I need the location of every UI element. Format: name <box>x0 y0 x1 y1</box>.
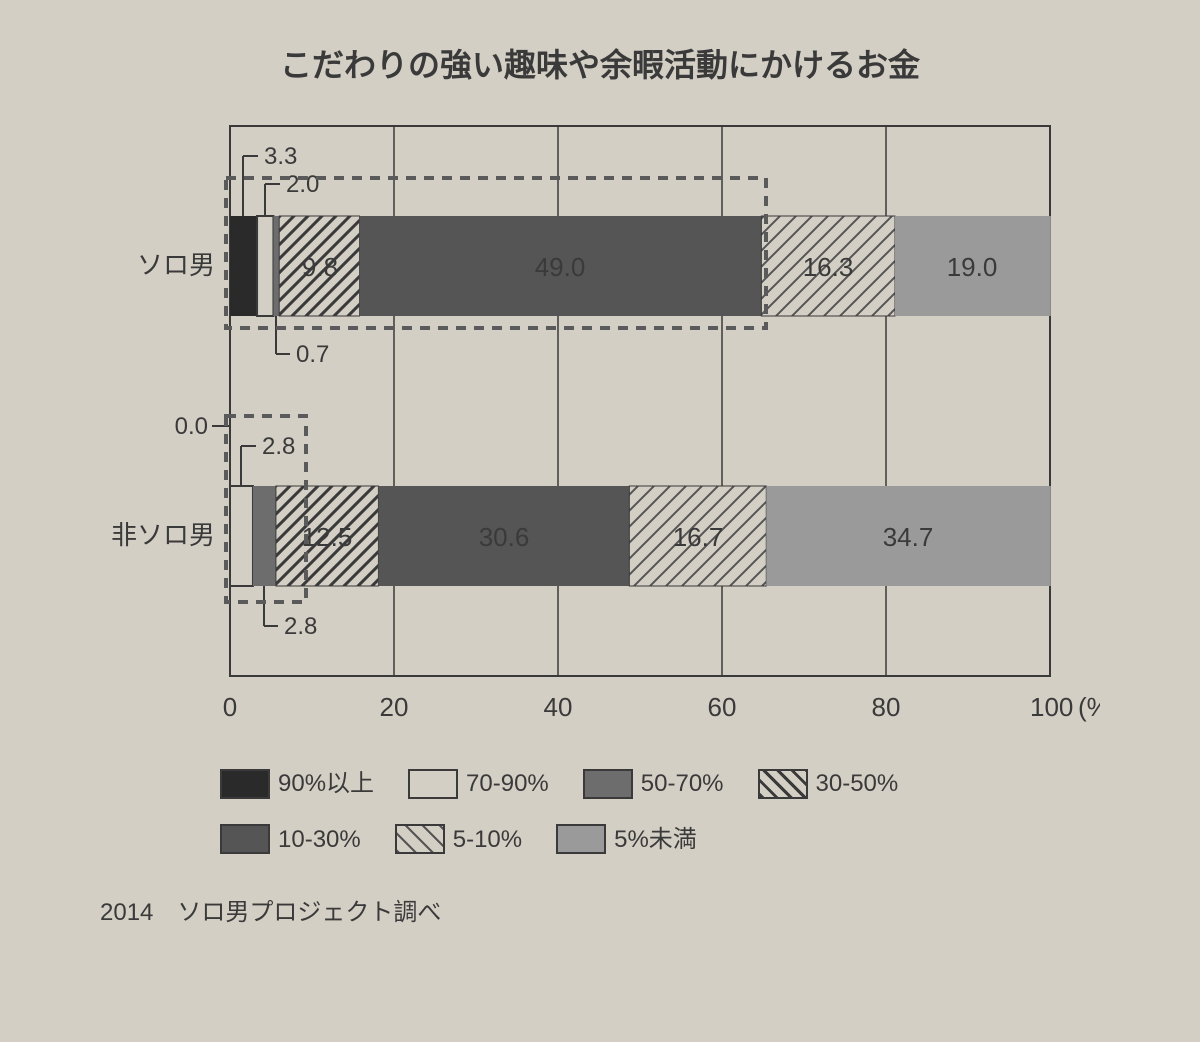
val: 2.8 <box>262 433 295 460</box>
lg-label: 5-10% <box>453 817 522 863</box>
stacked-bar-chart: 9.8 49.0 16.3 19.0 3.3 2.0 0.7 <box>100 116 1100 736</box>
val: 16.3 <box>803 252 854 282</box>
cat-label-solo: ソロ男 <box>137 250 215 280</box>
val: 30.6 <box>479 522 530 552</box>
lg-label: 10-30% <box>278 817 361 863</box>
lg-label: 70-90% <box>466 761 549 807</box>
val: 2.0 <box>286 171 319 198</box>
chart-title: こだわりの強い趣味や余暇活動にかけるお金 <box>100 40 1100 86</box>
val: 19.0 <box>947 252 998 282</box>
xtick: 40 <box>544 692 573 722</box>
val: 2.8 <box>284 613 317 640</box>
val: 49.0 <box>535 252 586 282</box>
xtick: 0 <box>223 692 237 722</box>
xtick: 100 <box>1030 692 1073 722</box>
lg-label: 50-70% <box>641 761 724 807</box>
legend: 90%以上 70-90% 50-70% 30-50% 10-30% 5-10% … <box>220 761 1100 862</box>
cat-label-nonsolo: 非ソロ男 <box>111 520 215 550</box>
val: 3.3 <box>264 143 297 170</box>
xtick: 60 <box>708 692 737 722</box>
val: 9.8 <box>302 252 338 282</box>
lg-label: 5%未満 <box>614 817 697 863</box>
source-text: 2014 ソロ男プロジェクト調べ <box>100 892 1100 927</box>
val: 16.7 <box>673 522 724 552</box>
val-zero: 0.0 <box>175 413 208 440</box>
val: 0.7 <box>296 341 329 368</box>
val: 12.5 <box>302 522 353 552</box>
lg-label: 30-50% <box>816 761 899 807</box>
x-unit: (%) <box>1078 692 1100 722</box>
lg-label: 90%以上 <box>278 761 374 807</box>
xtick: 80 <box>872 692 901 722</box>
val: 34.7 <box>883 522 934 552</box>
xtick: 20 <box>380 692 409 722</box>
bar-nonsolo: 12.5 30.6 16.7 34.7 2.8 2.8 <box>230 433 1051 640</box>
